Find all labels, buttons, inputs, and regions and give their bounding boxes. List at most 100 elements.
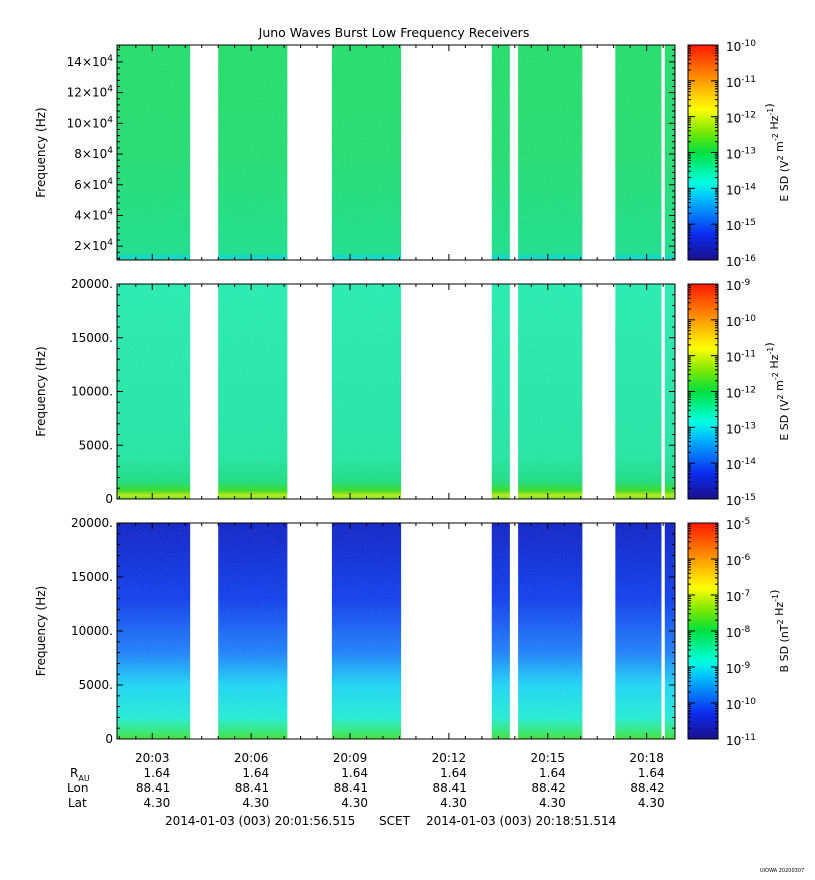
y-tick-label: 14×104	[67, 54, 114, 69]
y-axis-label-bottom: Frequency (Hz)	[34, 586, 48, 677]
ephemeris-r-value: 1.64	[638, 766, 665, 780]
colorbar-top: 10-16 10-15 10-14 10-13 10-12 10-11 10-10 E SD …	[687, 39, 791, 269]
colorbar-tick-label: 10-9	[726, 278, 751, 293]
colorbar-tick-label: 10-13	[726, 147, 756, 162]
ephemeris-label-lon: Lon	[67, 781, 88, 795]
ephemeris-label-lat: Lat	[68, 796, 87, 810]
colorbar-tick-label: 10-16	[726, 254, 756, 269]
data-gap-top-3	[509, 45, 519, 260]
data-gap-top-5	[661, 45, 665, 260]
y-tick-label: 8×104	[74, 146, 113, 161]
ephemeris-label-r: RAU	[70, 766, 90, 783]
time-range-label: SCET	[379, 814, 411, 828]
data-gap-top-2	[401, 45, 492, 260]
colorbar-tick-label: 10-12	[726, 386, 756, 401]
data-gap-top-1	[287, 45, 332, 260]
ephemeris-lon-value: 88.41	[136, 781, 170, 795]
data-gap-bottom-0	[190, 523, 219, 739]
ephemeris-lat-value: 4.30	[440, 796, 467, 810]
y-tick-label: 2×104	[74, 238, 113, 253]
ephemeris-lat-value: 4.30	[539, 796, 566, 810]
colorbar-tick-label: 10-9	[726, 661, 751, 676]
colorbar-tick-label: 10-15	[726, 493, 756, 508]
colorbar-tick-label: 10-10	[726, 697, 756, 712]
ephemeris-r-value: 1.64	[144, 766, 171, 780]
time-tick-label: 20:12	[432, 751, 467, 765]
colorbar-tick-label: 10-6	[726, 553, 751, 568]
spectrogram-panel-bottom: 0 5000. 10000. 15000. 20000. Frequency (Hz) 10…	[34, 516, 791, 748]
colorbar-tick-label: 10-8	[726, 625, 751, 640]
ephemeris-lon-value: 88.42	[630, 781, 664, 795]
ephemeris-lon-value: 88.41	[433, 781, 467, 795]
y-tick-label: 5000.	[79, 678, 113, 692]
ephemeris-r-value: 1.64	[539, 766, 566, 780]
colorbar-tick-label: 10-7	[726, 589, 750, 604]
credit-label: UIOWA 20200307	[760, 868, 804, 874]
y-tick-label: 5000.	[79, 438, 113, 452]
data-gap-bottom-5	[661, 523, 665, 739]
y-tick-label: 0	[105, 732, 113, 746]
y-axis-label-middle: Frequency (Hz)	[34, 346, 48, 437]
y-tick-label: 15000.	[71, 331, 113, 345]
data-gap-middle-4	[582, 284, 616, 499]
ephemeris-r-value: 1.64	[242, 766, 269, 780]
y-tick-label: 15000.	[71, 570, 113, 584]
data-gap-middle-3	[509, 284, 519, 499]
time-range-footer: 2014-01-03 (003) 20:01:56.515 SCET 2014-…	[165, 814, 616, 828]
colorbar-tick-label: 10-11	[726, 75, 756, 90]
colorbar-tick-label: 10-10	[726, 39, 756, 54]
colorbar-tick-label: 10-5	[726, 517, 750, 532]
colorbar-label-middle: E SD (V2 m-2 Hz-1)	[763, 342, 791, 440]
ephemeris-lon-value: 88.41	[334, 781, 368, 795]
colorbar-tick-label: 10-10	[726, 314, 756, 329]
data-gap-bottom-2	[401, 523, 492, 739]
colorbar-label-bottom: B SD (nT2 Hz-1)	[768, 590, 791, 673]
colorbar-tick-label: 10-11	[726, 350, 756, 365]
data-gap-bottom-3	[509, 523, 519, 739]
spectrogram-panels: 2×104 4×104 6×104 8×104 10×104 12×104 14×104 Fr…	[34, 39, 791, 748]
time-tick-label: 20:18	[629, 751, 664, 765]
data-gap-middle-5	[661, 284, 665, 499]
data-gap-middle-0	[190, 284, 219, 499]
ephemeris-lon-value: 88.42	[531, 781, 565, 795]
colorbar-label-top: E SD (V2 m-2 Hz-1)	[763, 103, 791, 201]
colorbar-bottom: 10-11 10-10 10-9 10-8 10-7 10-6 10-5 B SD (nT2 …	[687, 517, 791, 748]
ephemeris-lat-value: 4.30	[341, 796, 368, 810]
time-range-end: 2014-01-03 (003) 20:18:51.514	[426, 814, 616, 828]
colorbar-tick-label: 10-15	[726, 218, 756, 233]
data-gap-top-0	[190, 45, 219, 260]
y-tick-label: 4×104	[74, 207, 113, 222]
ephemeris-r-value: 1.64	[440, 766, 467, 780]
spectrogram-panel-middle: 0 5000. 10000. 15000. 20000. Frequency (Hz) 10…	[34, 277, 791, 508]
colorbar-tick-label: 10-13	[726, 421, 756, 436]
ephemeris-lat-value: 4.30	[242, 796, 269, 810]
colorbar-tick-label: 10-11	[726, 733, 756, 748]
plot-title: Juno Waves Burst Low Frequency Receivers	[258, 25, 530, 40]
colorbar-tick-label: 10-14	[726, 182, 756, 197]
spectrogram-panel-top: 2×104 4×104 6×104 8×104 10×104 12×104 14×104 Fr…	[34, 39, 791, 269]
y-tick-label: 20000.	[71, 516, 113, 530]
y-tick-label: 6×104	[74, 177, 113, 192]
ephemeris-table: RAU Lon Lat 1.6488.414.301.6488.414.301.…	[67, 766, 665, 810]
time-range-start: 2014-01-03 (003) 20:01:56.515	[165, 814, 355, 828]
time-tick-label: 20:03	[135, 751, 170, 765]
data-gap-bottom-1	[287, 523, 332, 739]
y-tick-label: 0	[105, 492, 113, 506]
data-gap-top-4	[582, 45, 616, 260]
colorbar-tick-label: 10-14	[726, 457, 756, 472]
colorbar-tick-label: 10-12	[726, 111, 756, 126]
ephemeris-lon-value: 88.41	[235, 781, 269, 795]
y-tick-label: 20000.	[71, 277, 113, 291]
ephemeris-lat-value: 4.30	[638, 796, 665, 810]
y-tick-label: 10000.	[71, 385, 113, 399]
y-axis-label-top: Frequency (Hz)	[34, 107, 48, 198]
colorbar-middle: 10-15 10-14 10-13 10-12 10-11 10-10 10-9 E SD (…	[687, 278, 791, 508]
data-gap-middle-2	[401, 284, 492, 499]
y-tick-label: 12×104	[67, 85, 114, 100]
y-tick-label: 10000.	[71, 624, 113, 638]
time-tick-label: 20:09	[333, 751, 368, 765]
y-tick-label: 10×104	[67, 115, 114, 130]
time-tick-label: 20:15	[530, 751, 565, 765]
ephemeris-lat-value: 4.30	[144, 796, 171, 810]
